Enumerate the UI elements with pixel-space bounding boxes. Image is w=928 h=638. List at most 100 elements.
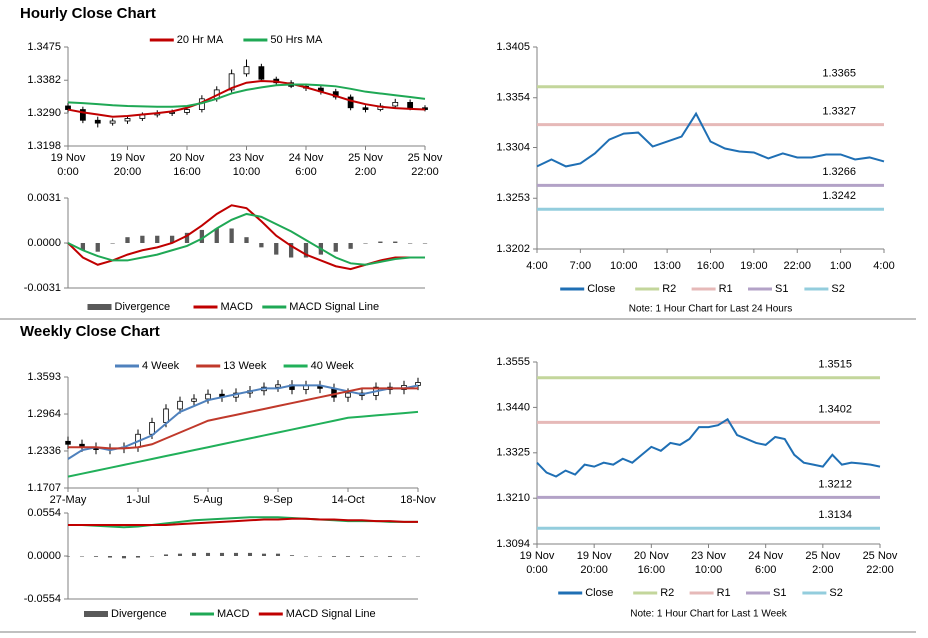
bar <box>93 556 99 557</box>
bar <box>401 556 407 557</box>
x-tick-label: 25 Nov 22:00 <box>408 152 443 178</box>
bar <box>244 237 249 243</box>
bar <box>177 553 183 556</box>
legend-label: S1 <box>775 283 788 295</box>
bar <box>191 552 197 556</box>
line <box>536 417 881 478</box>
y-tick-label: 1.3382 <box>27 74 61 86</box>
candle-body <box>275 384 281 388</box>
x-tick-label: 19 Nov 0:00 <box>520 550 555 576</box>
candle-body <box>149 422 155 435</box>
legend-label: Divergence <box>111 608 167 620</box>
legend-label: 4 Week <box>142 360 180 372</box>
line <box>68 517 418 526</box>
candle-body <box>65 105 71 110</box>
bar <box>387 556 393 557</box>
x-tick-label: 19 Nov 20:00 <box>110 152 145 178</box>
bar <box>303 243 309 258</box>
y-tick-label: 1.3290 <box>27 107 61 119</box>
x-tick-label: 9-Sep <box>263 494 292 506</box>
bar <box>373 556 379 557</box>
line <box>67 384 419 460</box>
level-label: 1.3266 <box>822 166 856 178</box>
line <box>68 387 418 450</box>
legend-label: 40 Week <box>311 360 355 372</box>
y-tick-label: 0.0554 <box>27 507 61 519</box>
level-label: 1.3134 <box>818 509 852 521</box>
x-tick-label: 22:00 <box>783 260 811 272</box>
bar <box>219 552 225 556</box>
candle-body <box>258 66 265 80</box>
legend-label: MACD <box>217 608 249 620</box>
legend-label: MACD <box>221 301 253 313</box>
y-tick-label: 0.0031 <box>27 192 61 204</box>
y-tick-label: 1.2336 <box>27 445 61 457</box>
candle-body <box>362 107 369 110</box>
legend-label: R2 <box>662 283 676 295</box>
x-tick-label: 20 Nov 16:00 <box>170 152 205 178</box>
y-tick-label: 1.3198 <box>27 140 61 152</box>
candle-body <box>94 119 101 124</box>
candle-body <box>345 392 351 398</box>
x-tick-label: 10:00 <box>610 260 638 272</box>
note: Note: 1 Hour Chart for Last 1 Week <box>630 609 788 620</box>
bar <box>169 235 175 243</box>
bar <box>125 237 130 243</box>
candle-body <box>163 408 169 423</box>
x-tick-label: 18-Nov <box>400 494 436 506</box>
y-tick-label: 1.3094 <box>496 538 530 550</box>
legend-label: R1 <box>719 283 733 295</box>
x-tick-label: 1:00 <box>830 260 851 272</box>
line <box>67 83 426 108</box>
legend-label: R2 <box>660 587 674 599</box>
x-tick-label: 14-Oct <box>331 494 364 506</box>
bar <box>140 235 145 243</box>
bar <box>275 553 281 556</box>
bar <box>415 556 421 557</box>
bar <box>359 556 365 557</box>
bar <box>289 555 295 556</box>
y-tick-label: -0.0554 <box>24 593 61 605</box>
level-label: 1.3402 <box>818 403 852 415</box>
candle-body <box>228 73 235 91</box>
bar <box>149 556 155 557</box>
bar <box>214 228 219 243</box>
bar <box>422 243 428 244</box>
level-label: 1.3365 <box>822 68 856 80</box>
bar <box>233 552 239 556</box>
bar <box>288 243 294 258</box>
candle-body <box>243 66 250 75</box>
level-label: 1.3242 <box>822 190 856 202</box>
y-tick-label: 0.0000 <box>27 237 61 249</box>
legend-label: 50 Hrs MA <box>270 34 323 46</box>
bar <box>95 243 100 252</box>
line <box>67 410 419 478</box>
bar <box>184 232 190 243</box>
bar <box>229 228 234 243</box>
x-tick-label: 4:00 <box>873 260 894 272</box>
legend-label: R1 <box>717 587 731 599</box>
y-tick-label: 1.1707 <box>27 482 61 494</box>
bar <box>303 556 309 557</box>
bar <box>135 556 141 558</box>
line <box>67 79 426 118</box>
x-tick-label: 20 Nov 16:00 <box>634 550 669 576</box>
y-tick-label: -0.0031 <box>24 282 61 294</box>
legend-label: 13 Week <box>223 360 267 372</box>
section-title: Weekly Close Chart <box>20 323 160 340</box>
x-tick-label: 16:00 <box>697 260 725 272</box>
candle-body <box>65 440 71 445</box>
candle-body <box>392 101 399 107</box>
bar <box>363 243 368 244</box>
level-label: 1.3515 <box>818 359 852 371</box>
legend-label: Close <box>585 587 613 599</box>
x-tick-label: 23 Nov 10:00 <box>691 550 726 576</box>
candle-body <box>191 398 197 402</box>
x-tick-label: 13:00 <box>653 260 681 272</box>
bar <box>317 556 323 557</box>
legend-label: S2 <box>831 283 844 295</box>
legend-label: Divergence <box>115 301 171 313</box>
x-tick-label: 5-Aug <box>193 494 222 506</box>
x-tick-label: 19:00 <box>740 260 768 272</box>
